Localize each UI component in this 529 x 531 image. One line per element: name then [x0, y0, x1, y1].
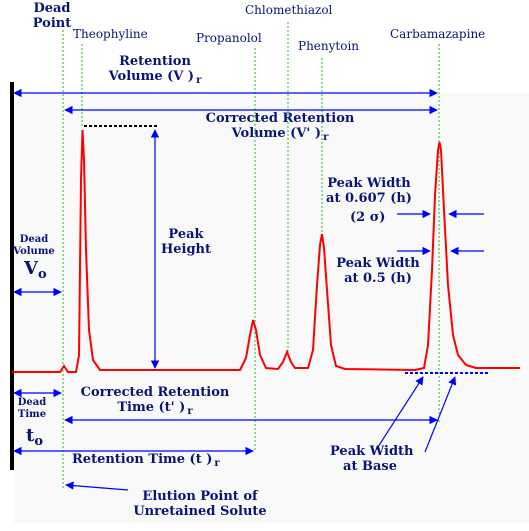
- two-sigma-label: (2 σ): [350, 210, 386, 225]
- retention-volume-label: Retention Volume (V ) r: [108, 54, 202, 86]
- dead-volume-label: Dead Volume: [13, 234, 55, 257]
- peak-width-05-label: Peak Width at 0.5 (h): [336, 256, 420, 286]
- peak-width-base-label: Peak Width at Base: [330, 444, 414, 474]
- base-width-arrow-left: [375, 376, 424, 451]
- peak-label-propanolol: Propanolol: [196, 31, 262, 45]
- peak-height-label: Peak Height: [160, 227, 212, 257]
- peak-label-phenytoin: Phenytoin: [298, 39, 360, 53]
- t0-symbol: to: [26, 425, 43, 449]
- elution-point-label: Elution Point of Unretained Solute: [133, 489, 267, 519]
- chromatogram-trace: [12, 129, 520, 373]
- base-width-arrow-right: [424, 376, 457, 453]
- peak-label-carbamazapine: Carbamazapine: [390, 27, 486, 41]
- retention-time-label: Retention Time (t ) r: [72, 452, 220, 469]
- dead-time-label: Dead Time: [17, 397, 47, 420]
- v0-symbol: Vo: [24, 258, 47, 282]
- peak-width-0607-label: Peak Width at 0.607 (h): [326, 176, 412, 206]
- corrected-time-label: Corrected Retention Time (t' ) r: [80, 385, 230, 417]
- peak-label-chlomethiazol: Chlomethiazol: [245, 3, 333, 17]
- peak-label-theophyline: Theophyline: [73, 27, 148, 41]
- elution-point-arrow: [65, 481, 129, 491]
- dead-point-label: Dead Point: [32, 1, 72, 31]
- corrected-volume-label: Corrected Retention Volume (V' ) r: [205, 111, 355, 143]
